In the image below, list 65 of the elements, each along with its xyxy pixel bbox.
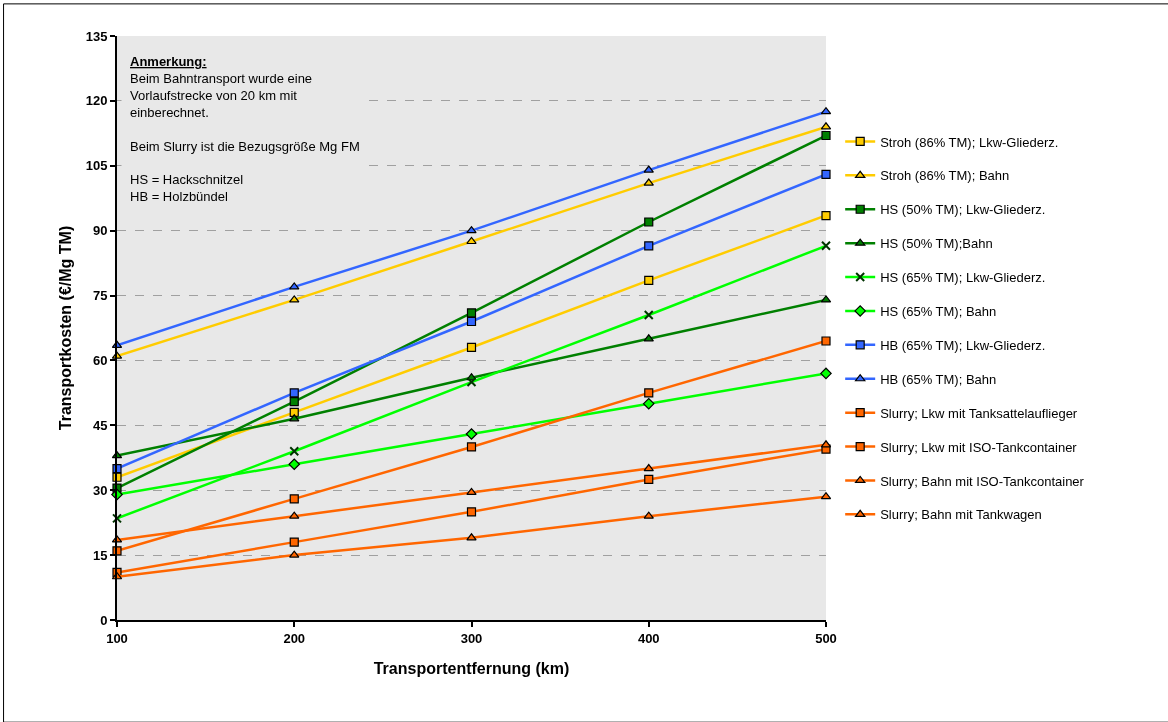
point [289,295,300,303]
point [644,474,654,485]
y-tick-label: 30 [92,482,108,498]
legend-label: HB (65% TM); Lkw-Gliederz. [880,337,1046,353]
point [466,236,477,245]
point [821,336,831,346]
legend-label: Stroh (86% TM); Lkw-Gliederz. [880,134,1059,150]
text: Anmerkung: Beim Bahntransport wurde eine Vorlaufstrecke von 20 km mit einberechnet. Beim Slurry ist die Bezugsgröße Mg FM HS = Hackschnitzel HB = Holzbündel [130,54,360,205]
legend-label: Slurry; Lkw mit Tanksattelauflieger [880,405,1078,421]
point [643,463,654,472]
y-tick-label: 105 [85,158,108,174]
point [289,550,300,558]
y-tick-label: 120 [85,93,108,109]
point [644,388,654,398]
point [466,342,477,353]
point [466,442,477,452]
legend-label: HS (65% TM); Lkw-Gliederz. [880,270,1046,286]
y-tick-label: 90 [92,223,108,239]
point [289,282,300,290]
x-tick-label: 200 [283,630,306,646]
y-tick-label: 60 [92,352,108,368]
point [642,397,655,410]
legend-label: HB (65% TM); Bahn [880,371,997,387]
legend-label: HS (65% TM); Bahn [880,304,997,320]
point [289,414,300,422]
point [465,428,478,440]
point [289,511,300,519]
legend-label: Slurry; Lkw mit ISO-Tankcontainer [880,439,1078,455]
x-tick-label: 400 [637,630,660,646]
y-tick-label: 135 [85,28,108,44]
point [644,217,654,227]
point [821,130,831,141]
point [643,178,654,186]
y-tick-label: 75 [92,288,108,304]
legend-label: Slurry; Bahn mit ISO-Tankcontainer [880,473,1085,489]
x-tick-label: 500 [815,630,837,646]
point [820,367,832,380]
legend-label: Slurry; Bahn mit Tankwagen [880,507,1042,523]
point [289,388,299,398]
point [466,316,477,327]
point [466,533,477,541]
point [289,537,299,547]
point [466,487,477,495]
legend-label: Stroh (86% TM); Bahn [880,168,1010,184]
x-tick-label: 300 [460,630,483,646]
x-tick-label: 100 [106,630,128,646]
point [821,169,831,180]
y-tick-label: 0 [100,612,108,628]
y-axis-title: Transportkosten (€/Mg TM) [57,225,75,431]
point [644,275,654,286]
point [643,165,654,173]
point [466,308,477,318]
y-tick-label: 45 [92,417,108,433]
point [289,494,299,504]
legend-label: HS (50% TM); Lkw-Gliederz. [880,202,1046,218]
point [643,511,654,519]
point [644,241,654,251]
point [288,458,301,471]
point [466,507,477,517]
x-axis-title: Transportentfernung (km) [373,659,570,677]
point [821,210,831,221]
point [466,226,477,234]
point [643,334,654,342]
y-tick-label: 15 [92,547,108,563]
legend-label: HS (50% TM);Bahn [880,236,993,252]
